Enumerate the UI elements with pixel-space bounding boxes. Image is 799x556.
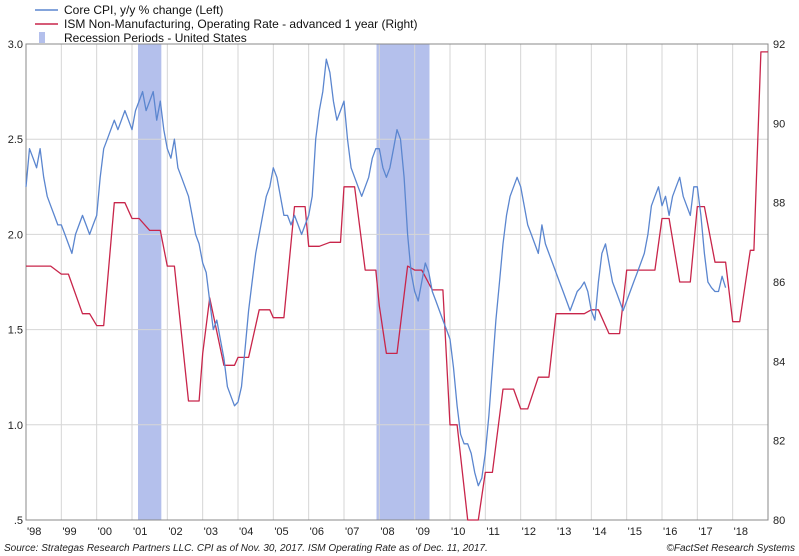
y-left-tick-label: .5 [14, 515, 23, 527]
axis-labels: 3.0 2.5 2.0 1.5 1.0 .5 92 90 88 86 84 82 80 '98 '99 '00… [8, 39, 786, 538]
x-tick-label: '11 [486, 526, 500, 538]
gridlines [26, 44, 768, 520]
y-right-tick-label: 80 [773, 515, 785, 527]
x-tick-label: '02 [168, 526, 182, 538]
legend-label-recession: Recession Periods - United States [64, 31, 247, 45]
y-left-tick-label: 3.0 [8, 39, 23, 51]
x-tick-label: '14 [592, 526, 606, 538]
x-tick-label: '09 [416, 526, 430, 538]
recession-layer [138, 44, 430, 520]
y-right-tick-label: 82 [773, 436, 785, 448]
x-tick-label: '15 [628, 526, 642, 538]
x-tick-label: '12 [522, 526, 536, 538]
x-tick-label: '98 [27, 526, 41, 538]
x-tick-label: '17 [698, 526, 712, 538]
legend-label-core-cpi: Core CPI, y/y % change (Left) [64, 3, 223, 17]
x-tick-label: '99 [62, 526, 76, 538]
y-right-tick-label: 92 [773, 39, 785, 51]
legend-label-ism: ISM Non-Manufacturing, Operating Rate - … [64, 17, 418, 31]
source-note: Source: Strategas Research Partners LLC.… [4, 543, 488, 554]
x-tick-label: '16 [663, 526, 677, 538]
copyright-note: ©FactSet Research Systems [666, 543, 795, 554]
legend-swatch-recession [39, 32, 45, 43]
recession-bar [376, 44, 430, 520]
y-left-tick-label: 2.0 [8, 229, 23, 241]
x-tick-label: '05 [274, 526, 288, 538]
legend: Core CPI, y/y % change (Left) ISM Non-Ma… [35, 3, 418, 45]
x-tick-label: '00 [98, 526, 112, 538]
y-left-tick-label: 1.0 [8, 420, 23, 432]
recession-bar [138, 44, 162, 520]
x-tick-label: '18 [734, 526, 748, 538]
x-tick-label: '04 [239, 526, 253, 538]
x-tick-label: '06 [310, 526, 324, 538]
plot-frame [25, 43, 769, 521]
x-tick-label: '07 [345, 526, 359, 538]
x-tick-label: '03 [204, 526, 218, 538]
series-layer [25, 51, 768, 521]
x-tick-label: '01 [133, 526, 147, 538]
y-left-tick-label: 2.5 [8, 134, 23, 146]
y-right-tick-label: 86 [773, 277, 785, 289]
x-tick-label: '13 [557, 526, 571, 538]
y-right-tick-label: 84 [773, 356, 785, 368]
y-left-tick-label: 1.5 [8, 325, 23, 337]
x-tick-label: '08 [380, 526, 394, 538]
x-tick-label: '10 [451, 526, 465, 538]
y-right-tick-label: 90 [773, 118, 785, 130]
y-right-tick-label: 88 [773, 198, 785, 210]
core-cpi-series-line [25, 58, 727, 487]
